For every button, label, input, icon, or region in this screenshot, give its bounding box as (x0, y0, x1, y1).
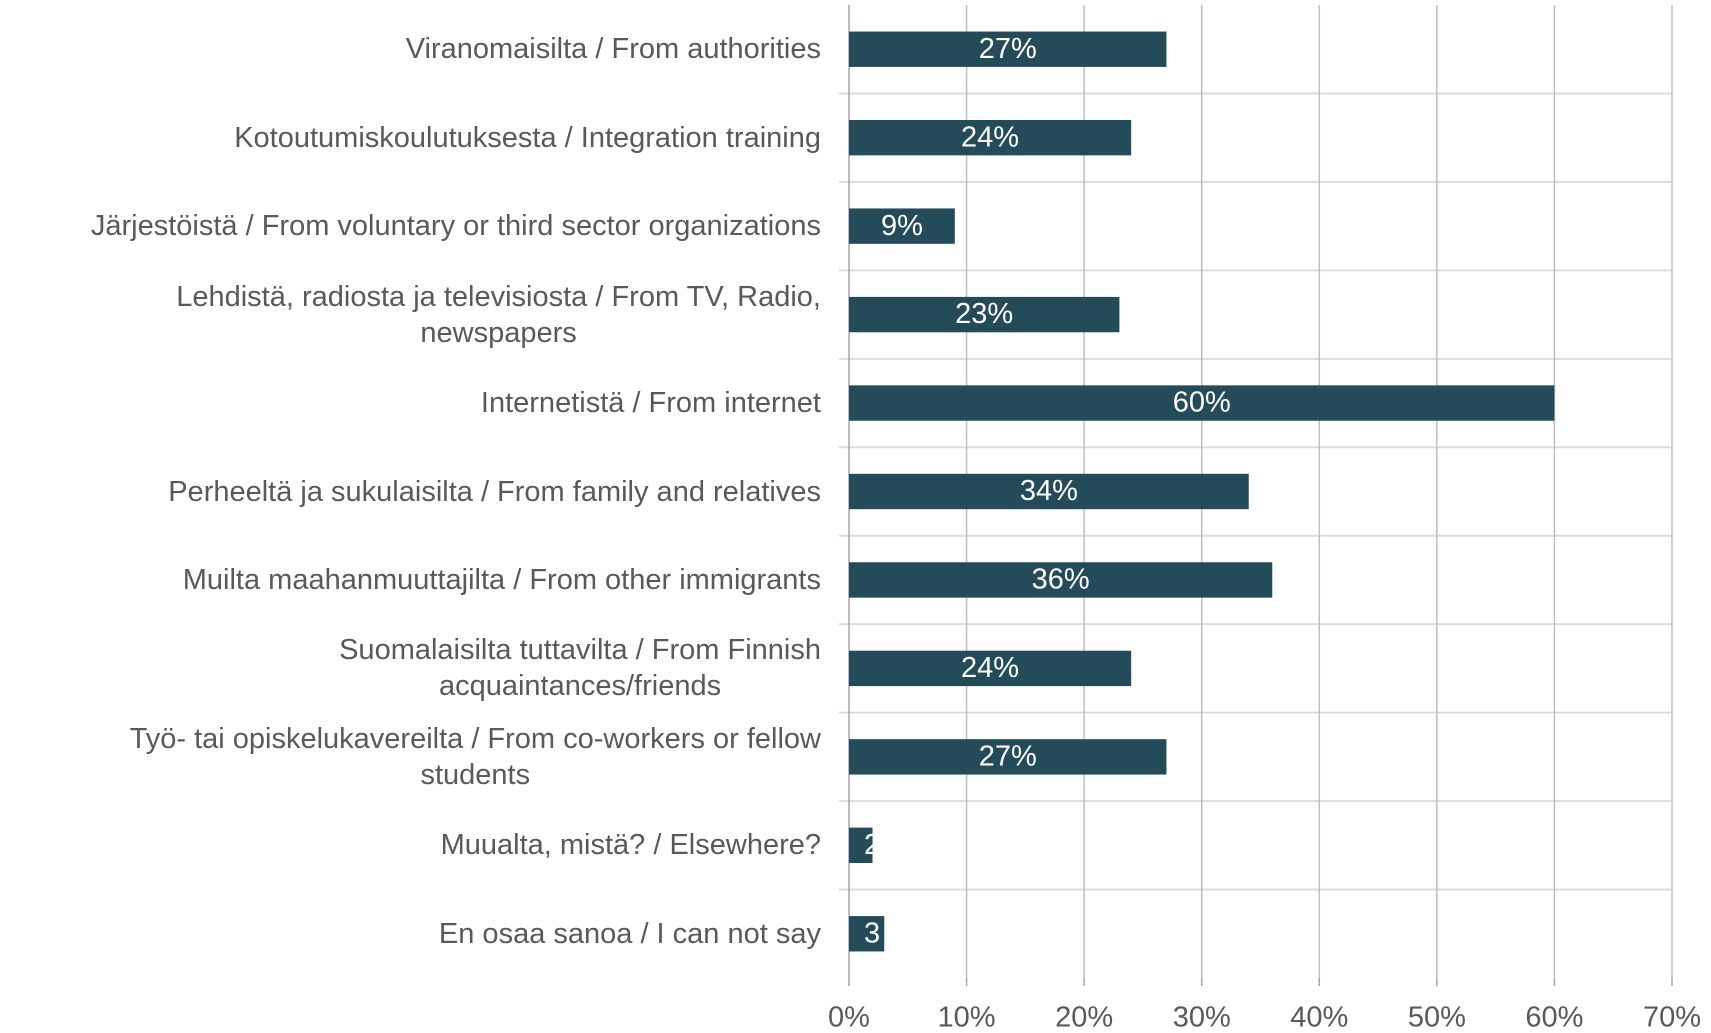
data-label: 9% (881, 210, 923, 242)
bar (849, 296, 1120, 333)
category-label: Perheeltä ja sukulaisilta / From family … (168, 475, 821, 508)
x-tick-label: 70% (1643, 1002, 1701, 1033)
bar (849, 385, 1555, 421)
x-tick-label: 0% (828, 1002, 870, 1033)
x-tick-label: 50% (1408, 1002, 1466, 1033)
category-label: Muualta, mistä? / Elsewhere? (440, 829, 821, 862)
category-label: Internetistä / From internet (480, 387, 821, 420)
data-label: 3 (864, 917, 880, 949)
category-label: En osaa sanoa / I can not say (438, 917, 821, 950)
data-label: 60% (1173, 387, 1231, 419)
category-label: Lehdistä, radiosta ja televisiosta / Fro… (176, 280, 821, 349)
data-label: 36% (1032, 564, 1090, 596)
category-label: Työ- tai opiskelukavereilta / From co-wo… (129, 722, 821, 791)
bar (849, 916, 885, 952)
data-label: 34% (1020, 475, 1078, 507)
data-label: 27% (979, 33, 1037, 65)
data-label: 24% (961, 121, 1019, 153)
data-label: 27% (979, 741, 1037, 773)
data-label: 23% (955, 298, 1013, 330)
bar (849, 650, 1132, 687)
bar (849, 739, 1167, 775)
bar (849, 473, 1249, 510)
category-label: Suomalaisilta tuttavilta / From Finnish … (339, 634, 821, 703)
bar (849, 31, 1167, 67)
category-label: Järjestöistä / From voluntary or third s… (90, 210, 821, 243)
bar (849, 208, 955, 244)
data-label: 2 (864, 829, 880, 861)
x-tick-label: 60% (1525, 1002, 1583, 1033)
x-tick-label: 10% (938, 1002, 996, 1033)
x-tick-label: 20% (1055, 1002, 1113, 1033)
data-label: 24% (961, 652, 1019, 684)
x-tick-label: 30% (1173, 1002, 1231, 1033)
x-tick-label: 40% (1290, 1002, 1348, 1033)
category-label: Viranomaisilta / From authorities (405, 33, 821, 66)
category-label: Muilta maahanmuuttajilta / From other im… (182, 563, 821, 596)
bar (849, 827, 873, 864)
bar (849, 562, 1273, 598)
category-label: Kotoutumiskoulutuksesta / Integration tr… (234, 121, 821, 154)
bar (849, 119, 1132, 156)
